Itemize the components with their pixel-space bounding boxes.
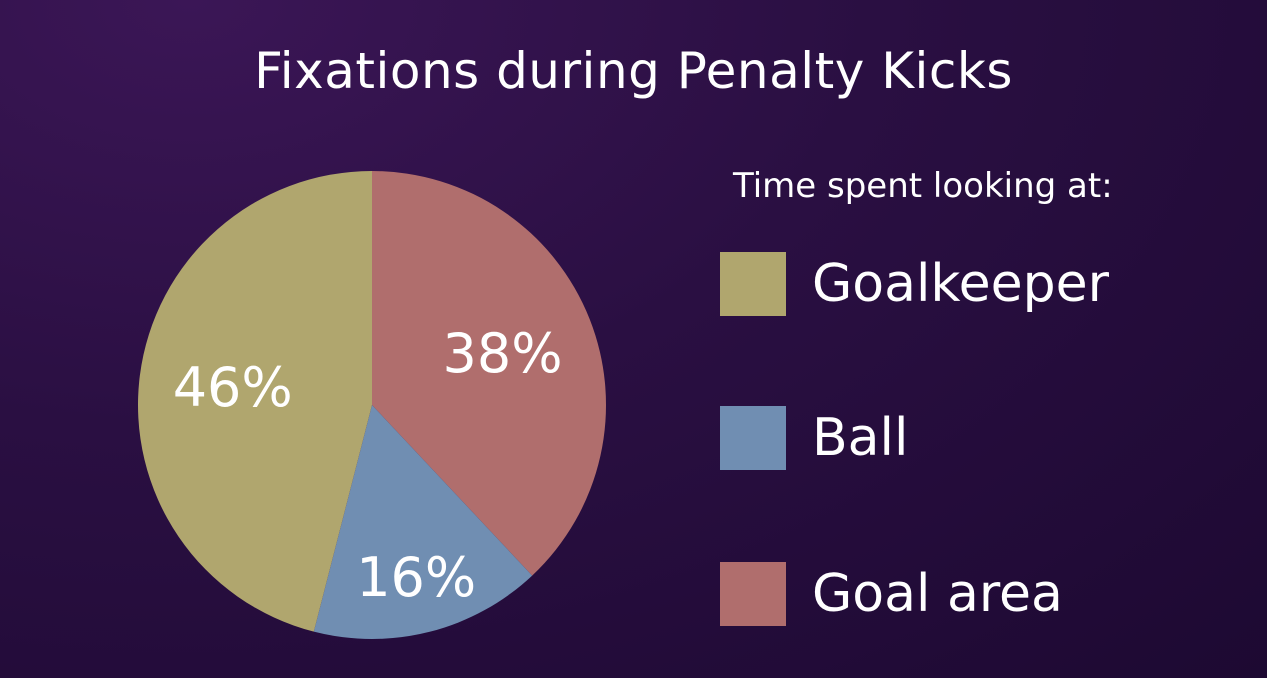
legend-swatch-goal-area — [720, 562, 786, 626]
legend-swatch-goalkeeper — [720, 252, 786, 316]
chart-title: Fixations during Penalty Kicks — [254, 42, 1013, 100]
legend-swatch-ball — [720, 406, 786, 470]
legend-label-goalkeeper: Goalkeeper — [812, 254, 1110, 314]
pie-slice-goalkeeper — [137, 171, 372, 632]
pie-slices — [137, 171, 607, 639]
pie-labels: 38% 16% 46% — [173, 322, 563, 609]
pie-slice-ball — [313, 405, 533, 639]
pie-label-goal-area: 38% — [443, 322, 563, 385]
legend-label-goal-area: Goal area — [812, 564, 1063, 624]
pie-label-goalkeeper: 46% — [173, 356, 293, 419]
pie-label-ball: 16% — [356, 546, 476, 609]
pie-slice-goal-area — [372, 171, 607, 576]
legend-label-ball: Ball — [812, 408, 909, 468]
legend-title: Time spent looking at: — [733, 166, 1113, 206]
